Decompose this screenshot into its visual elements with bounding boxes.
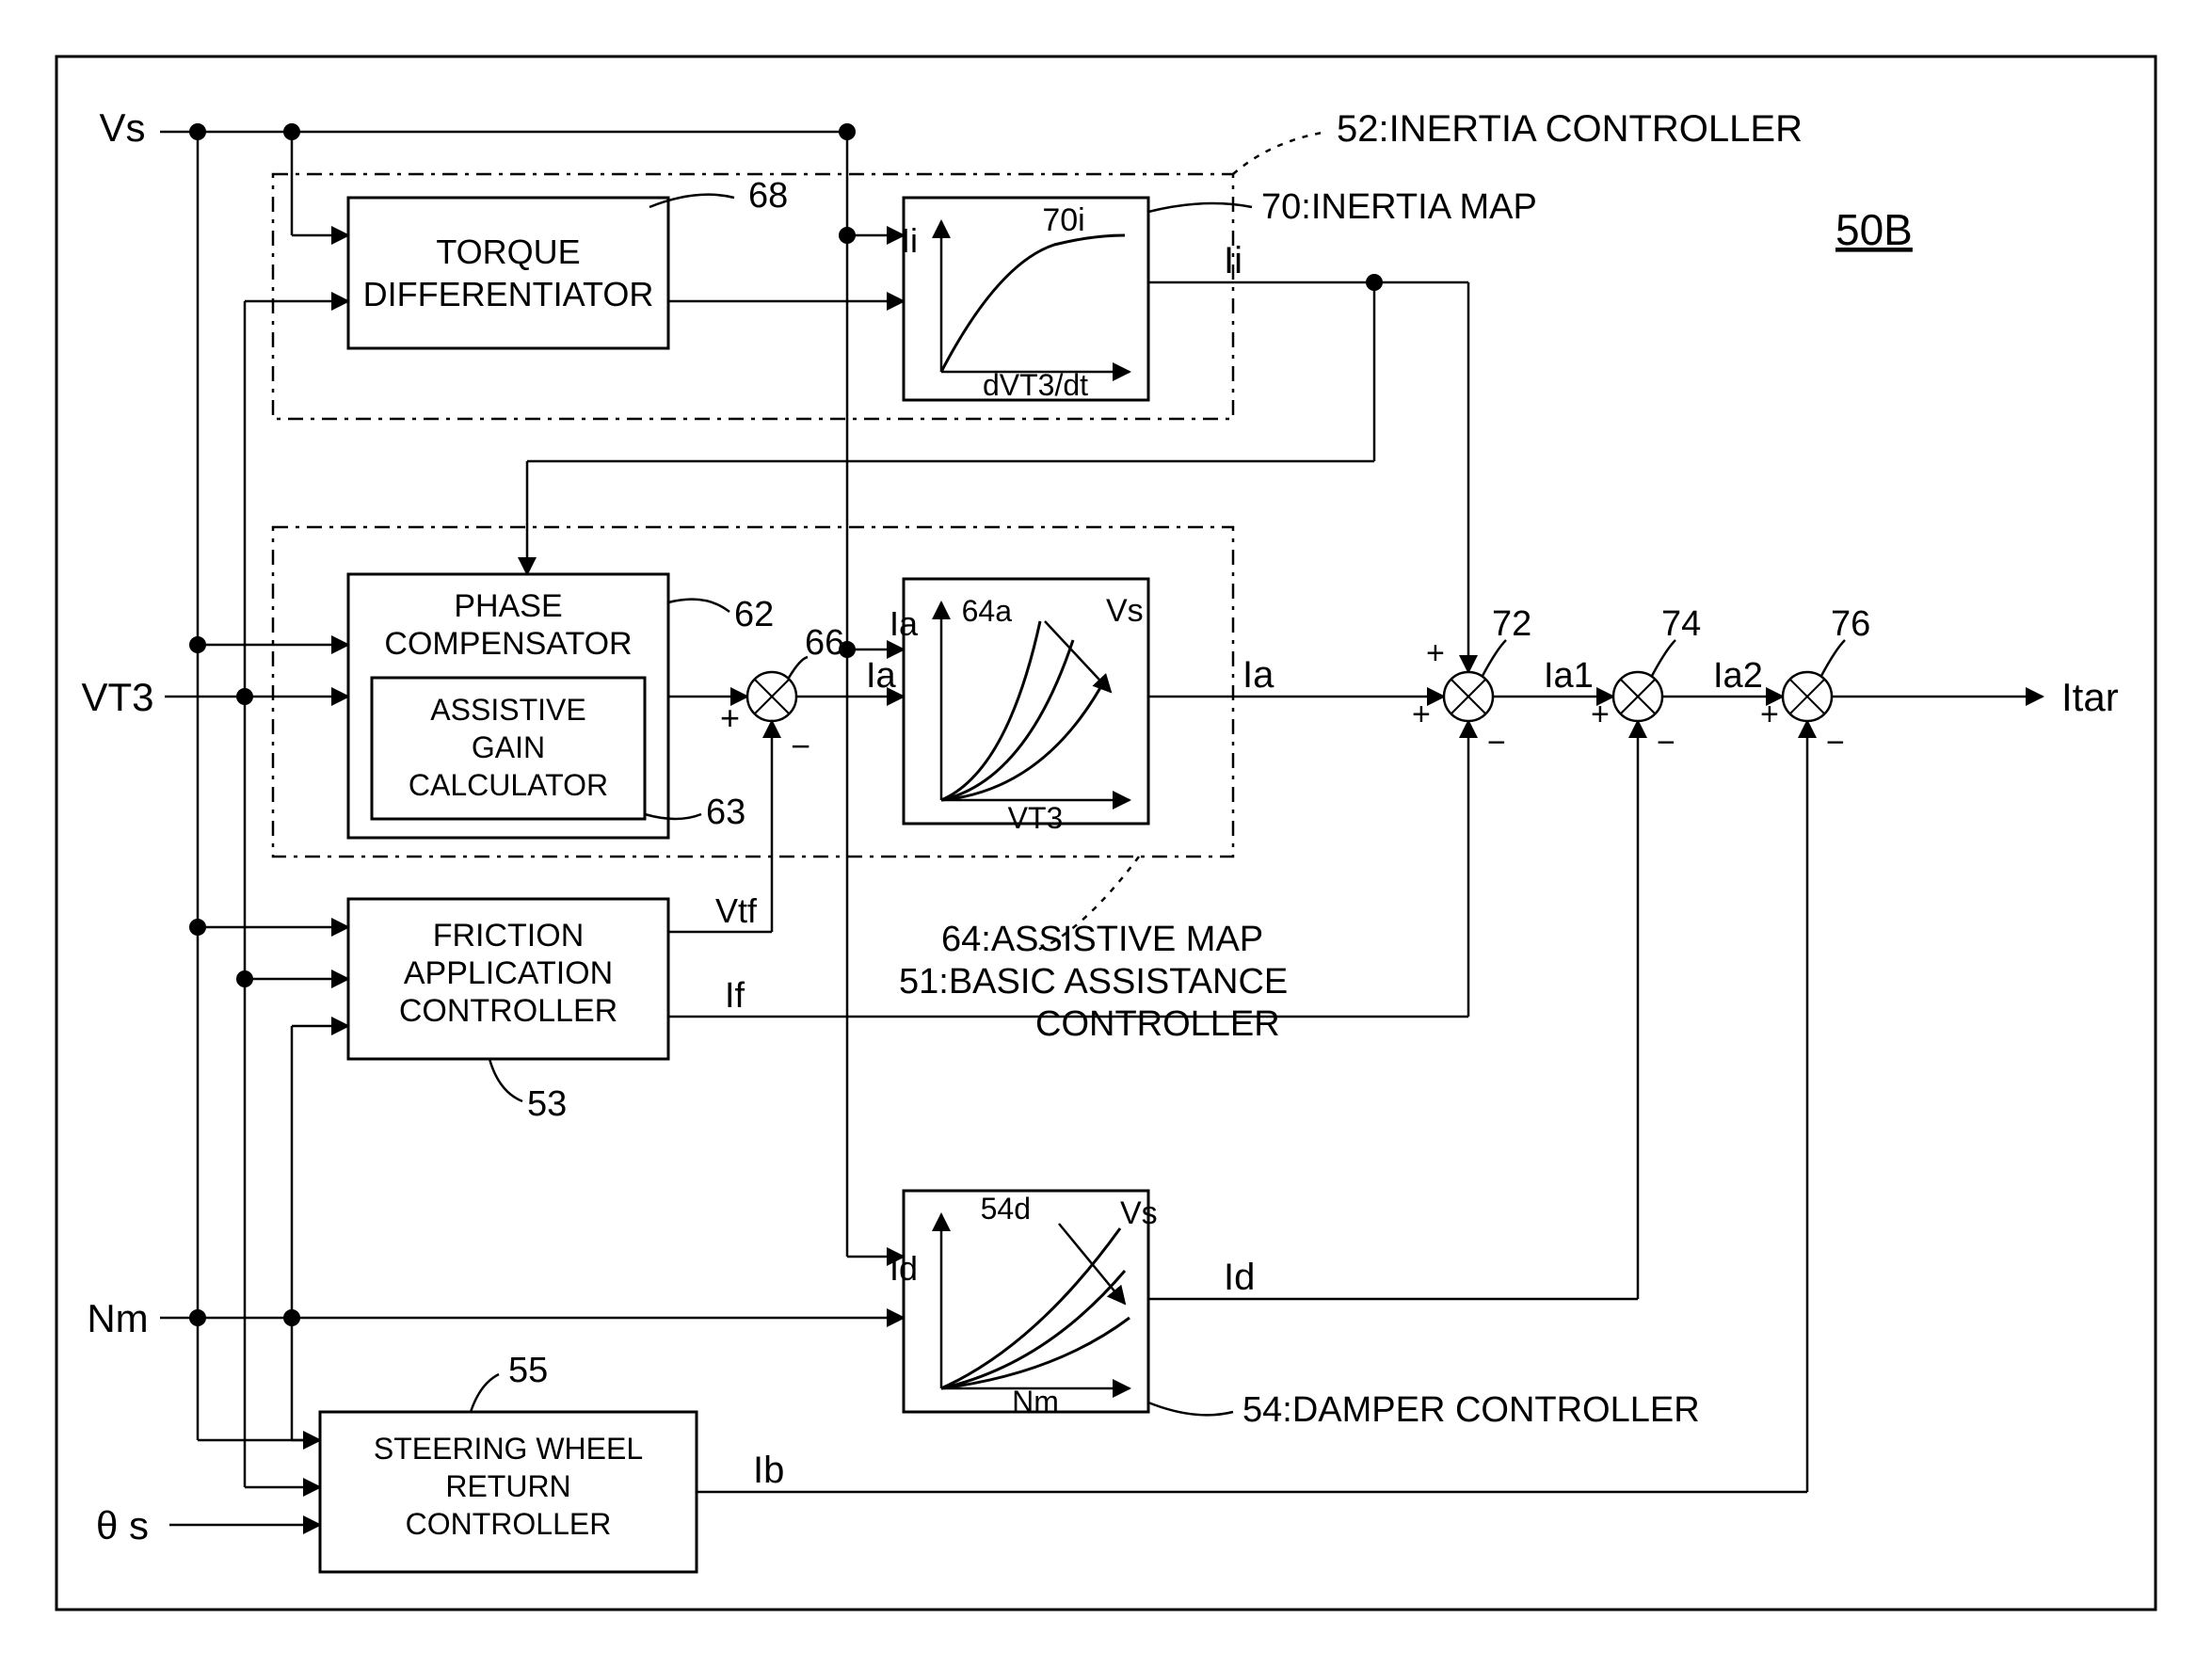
ref-64a: 64a (962, 594, 1013, 628)
friction-l1: FRICTION (433, 918, 585, 954)
inertia-controller-label: 52:INERTIA CONTROLLER (1337, 108, 1803, 150)
sig-ia1: Ia1 (1544, 656, 1594, 696)
input-vs-label: Vs (99, 105, 145, 150)
damper-x: Nm (1012, 1385, 1059, 1419)
sig-ia-out: Ia (1242, 654, 1274, 696)
torque-diff-line2: DIFFERENTIATOR (363, 275, 654, 313)
gain-calc-l3: CALCULATOR (409, 768, 608, 802)
ref-76: 76 (1831, 604, 1870, 644)
damper-ctrl-label: 54:DAMPER CONTROLLER (1242, 1390, 1700, 1430)
sum-66 (747, 672, 796, 721)
friction-l3: CONTROLLER (399, 993, 617, 1029)
input-nm-label: Nm (87, 1296, 148, 1340)
sig-ia-in: Ia (866, 656, 897, 696)
inertia-map-x: dVT3/dt (983, 368, 1088, 402)
ref-68: 68 (748, 176, 788, 216)
sum-72 (1444, 672, 1493, 721)
sig-id-out: Id (1224, 1257, 1255, 1298)
inertia-map-y: Ii (901, 221, 918, 260)
torque-differentiator-block (348, 198, 668, 348)
damper-vs: Vs (1120, 1195, 1158, 1231)
sig-ib: Ib (753, 1450, 784, 1491)
figure-ref: 50B (1835, 205, 1913, 254)
svg-text:+: + (1426, 635, 1445, 671)
svg-text:−: − (1487, 725, 1506, 761)
sig-vtf: Vtf (715, 891, 758, 930)
block-diagram: Vs VT3 Nm θ s 52:INERTIA CONTROLLER (0, 0, 2212, 1667)
gain-calc-l1: ASSISTIVE (430, 693, 585, 727)
basic-ctrl-label2: CONTROLLER (1035, 1004, 1280, 1044)
inertia-map-label: 70:INERTIA MAP (1261, 187, 1537, 227)
svg-text:−: − (1826, 725, 1845, 761)
input-thetas-label: θ s (96, 1503, 149, 1547)
ref-74: 74 (1661, 604, 1701, 644)
sum-74 (1613, 672, 1662, 721)
svg-text:−: − (1657, 725, 1675, 761)
friction-l2: APPLICATION (404, 955, 613, 991)
phase-comp-l2: COMPENSATOR (384, 626, 632, 662)
phase-comp-l1: PHASE (454, 588, 562, 624)
swr-l2: RETURN (445, 1469, 570, 1503)
sum-76 (1783, 672, 1832, 721)
basic-ctrl-label1: 51:BASIC ASSISTANCE (899, 962, 1288, 1002)
gain-calc-l2: GAIN (472, 730, 545, 764)
ref-66: 66 (805, 623, 844, 663)
svg-text:+: + (1591, 697, 1610, 732)
sum66-plus: + (720, 698, 740, 737)
ref-54d: 54d (981, 1192, 1031, 1226)
assist-map-vs: Vs (1106, 593, 1144, 629)
swr-l1: STEERING WHEEL (374, 1432, 643, 1466)
assist-map-y: Ia (890, 604, 919, 643)
ref-62: 62 (734, 595, 774, 634)
sig-ii-out: Ii (1224, 240, 1242, 281)
assist-map-x: VT3 (1008, 801, 1064, 835)
svg-text:+: + (1412, 697, 1431, 732)
output-itar-label: Itar (2061, 675, 2119, 719)
ref-70i: 70i (1042, 202, 1084, 238)
ref-53: 53 (527, 1084, 567, 1124)
sig-ia2: Ia2 (1713, 656, 1763, 696)
sum66-minus: − (791, 727, 810, 765)
torque-diff-line1: TORQUE (436, 232, 580, 271)
damper-y: Id (890, 1249, 918, 1288)
assist-map-label: 64:ASSISTIVE MAP (941, 920, 1263, 959)
ref-55: 55 (508, 1351, 548, 1390)
svg-text:+: + (1760, 697, 1779, 732)
input-vt3-label: VT3 (81, 675, 153, 719)
sig-if: If (725, 976, 745, 1016)
ref-63: 63 (706, 793, 745, 832)
ref-72: 72 (1492, 604, 1531, 644)
swr-l3: CONTROLLER (406, 1507, 612, 1541)
